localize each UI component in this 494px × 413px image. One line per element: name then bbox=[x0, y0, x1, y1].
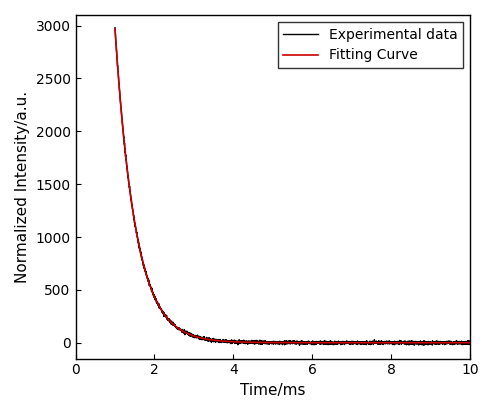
Fitting Curve bbox=[112, 26, 118, 31]
Legend: Experimental data, Fitting Curve: Experimental data, Fitting Curve bbox=[278, 22, 463, 68]
Experimental data bbox=[467, 339, 473, 344]
Line: Experimental data: Experimental data bbox=[115, 28, 470, 345]
Experimental data bbox=[296, 343, 302, 348]
Fitting Curve bbox=[248, 340, 254, 345]
Experimental data bbox=[460, 339, 466, 344]
Fitting Curve bbox=[467, 340, 473, 345]
Fitting Curve bbox=[173, 325, 179, 330]
Fitting Curve bbox=[153, 297, 159, 301]
Fitting Curve bbox=[422, 340, 428, 345]
Y-axis label: Normalized Intensity/a.u.: Normalized Intensity/a.u. bbox=[15, 91, 30, 283]
Experimental data bbox=[248, 341, 254, 346]
Fitting Curve bbox=[460, 340, 466, 345]
X-axis label: Time/ms: Time/ms bbox=[240, 383, 306, 398]
Experimental data bbox=[153, 297, 159, 302]
Line: Fitting Curve: Fitting Curve bbox=[115, 29, 470, 343]
Fitting Curve bbox=[264, 340, 270, 345]
Experimental data bbox=[422, 341, 428, 346]
Experimental data bbox=[173, 324, 179, 329]
Experimental data bbox=[264, 340, 270, 345]
Experimental data bbox=[112, 25, 118, 30]
